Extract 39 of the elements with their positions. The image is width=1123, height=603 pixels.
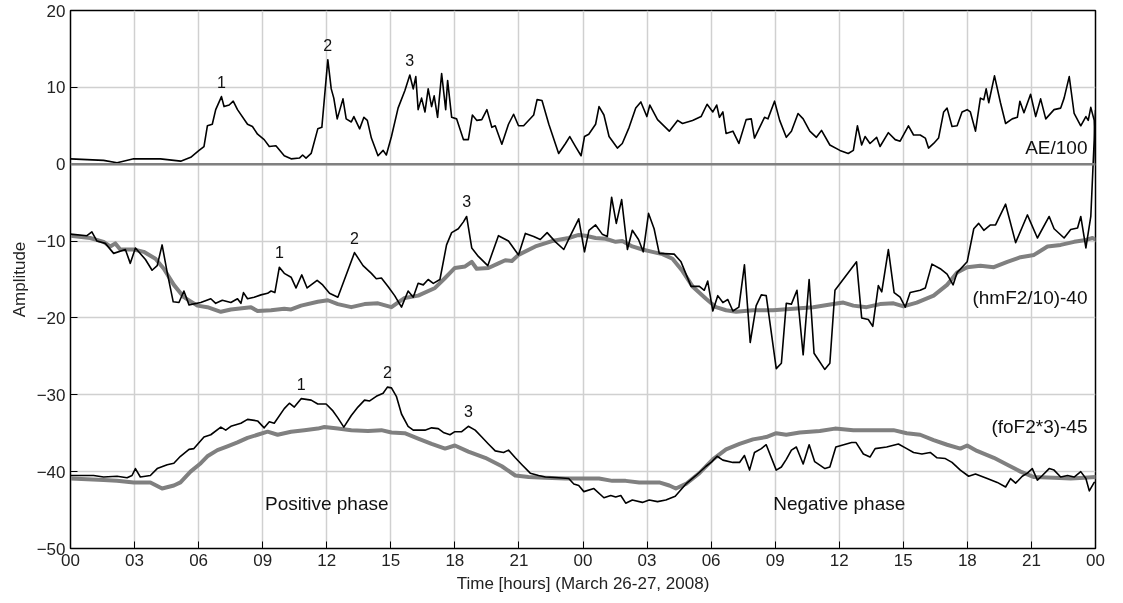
annotation: 1 [274, 244, 284, 262]
y-tick-label: −20 [36, 308, 66, 328]
x-tick-label: 03 [637, 550, 657, 570]
annotation: 2 [323, 36, 333, 54]
x-tick-label: 12 [829, 550, 849, 570]
annotation: 2 [382, 364, 392, 382]
x-tick-label: 15 [893, 550, 913, 570]
x-tick-label: 18 [445, 550, 465, 570]
x-tick-label: 00 [1086, 550, 1105, 570]
y-tick-label: −40 [36, 462, 66, 482]
y-tick-label: −30 [36, 385, 66, 405]
x-tick-label: 09 [765, 550, 785, 570]
y-tick-label: 10 [46, 78, 66, 98]
annotation: 3 [462, 193, 472, 211]
y-tick-label: 0 [56, 155, 66, 175]
y-axis-title: Amplitude [9, 241, 29, 318]
y-tick-label: −10 [36, 232, 66, 252]
x-tick-label: 09 [253, 550, 273, 570]
x-tick-label: 21 [1021, 550, 1041, 570]
x-tick-label: 03 [125, 550, 145, 570]
x-tick-label: 21 [509, 550, 529, 570]
annotation: 1 [217, 73, 227, 91]
x-tick-label: 06 [701, 550, 721, 570]
y-tick-label: 20 [46, 1, 66, 21]
annotation: 1 [296, 375, 306, 393]
series-label: (hmF2/10)-40 [972, 286, 1088, 308]
annotation: 2 [350, 229, 360, 247]
x-tick-label: 15 [381, 550, 401, 570]
annotation: Negative phase [773, 492, 906, 514]
series-label: (foF2*3)-45 [991, 416, 1088, 438]
annotation: 3 [463, 403, 473, 421]
series-label: AE/100 [1025, 137, 1088, 159]
x-tick-label: 06 [189, 550, 209, 570]
annotation: Positive phase [264, 492, 389, 514]
x-tick-label: 18 [957, 550, 977, 570]
x-tick-label: 12 [317, 550, 337, 570]
x-axis-title: Time [hours] (March 26-27, 2008) [456, 573, 710, 593]
annotation: 3 [405, 52, 415, 70]
x-tick-label: 00 [573, 550, 593, 570]
